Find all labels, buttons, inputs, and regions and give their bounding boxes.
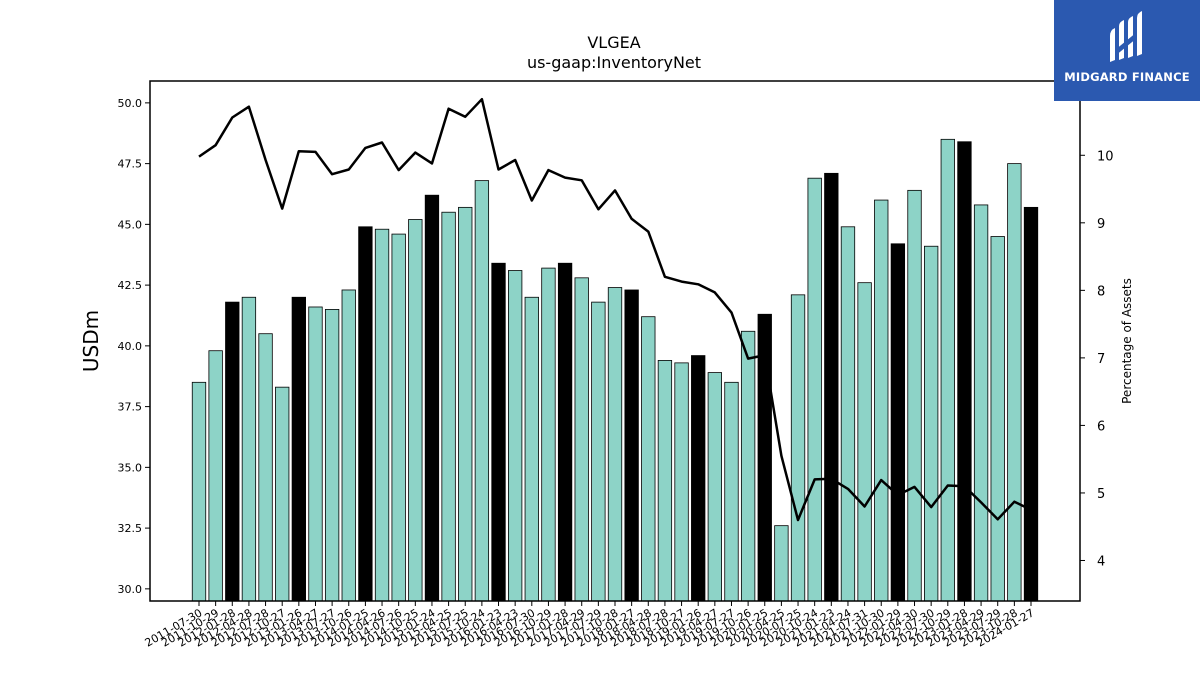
bar-2018-07-28 (657, 360, 673, 602)
bar-2019-07-27 (724, 381, 739, 602)
bar-2017-07-29 (591, 301, 606, 602)
bar-2012-10-27 (275, 386, 290, 602)
left-axis: 30.0 32.5 35.0 37.5 40.0 42.5 45.0 47.5 50.0 (118, 97, 150, 596)
y2-tick-label: 6 (1097, 419, 1105, 434)
y-tick-label: 37.5 (118, 401, 143, 414)
bar-2016-01-23 (491, 262, 506, 602)
bar-2013-01-26 (291, 296, 306, 602)
y-tick-label: 30.0 (118, 583, 143, 596)
y-tick-label: 42.5 (118, 279, 143, 292)
bar-2019-10-26 (740, 330, 756, 602)
y2-tick-label: 9 (1097, 217, 1105, 232)
x-axis: 2011-07-302011-10-292012-01-282012-04-28… (143, 601, 1037, 650)
bar-2023-10-28 (1007, 163, 1022, 602)
bar-2012-04-28 (241, 296, 257, 602)
bar-2014-04-26 (374, 228, 390, 602)
y2-axis-label: Percentage of Assets (1120, 278, 1134, 404)
bar-2022-07-30 (924, 245, 939, 602)
percentage-of-assets-line (198, 97, 1032, 522)
bar-2014-10-25 (408, 219, 423, 602)
chart-subtitle: us-gaap:InventoryNet (527, 53, 701, 72)
bar-2023-07-29 (990, 236, 1005, 602)
bar-2022-04-30 (907, 189, 922, 602)
bar-2023-01-28 (957, 141, 972, 602)
bar-2020-04-25 (774, 525, 789, 602)
midgard-logo-icon (1110, 11, 1142, 62)
bar-2011-07-30 (191, 381, 207, 602)
bar-2021-01-23 (824, 172, 839, 602)
bar-2014-07-26 (391, 233, 406, 602)
bar-2018-01-27 (624, 289, 639, 602)
y-tick-label: 35.0 (118, 461, 143, 474)
y-tick-label: 32.5 (118, 522, 143, 535)
y2-tick-label: 8 (1097, 284, 1105, 299)
bar-2024-01-27 (1023, 206, 1039, 602)
y-tick-label: 45.0 (118, 218, 143, 231)
logo-brand-text: MIDGARD FINANCE (1064, 70, 1190, 84)
bar-2017-01-28 (557, 262, 573, 602)
bar-2020-10-24 (807, 177, 822, 602)
bar-2021-04-24 (840, 226, 856, 602)
y2-tick-label: 10 (1097, 149, 1114, 164)
bar-2015-01-24 (424, 194, 440, 602)
y-tick-label: 47.5 (118, 158, 143, 171)
bar-2013-07-27 (324, 309, 340, 602)
bars-group (191, 138, 1039, 602)
bar-2018-10-27 (674, 362, 689, 602)
bar-2016-04-23 (508, 270, 523, 602)
y-tick-label: 40.0 (118, 340, 143, 353)
y2-tick-label: 4 (1097, 554, 1105, 569)
right-axis: 4 5 6 7 8 9 10 (1080, 149, 1114, 569)
bar-2012-01-28 (225, 301, 240, 602)
bar-2012-07-28 (258, 333, 273, 602)
bar-2021-10-30 (874, 199, 889, 602)
y2-tick-label: 5 (1097, 487, 1105, 502)
bar-2022-10-29 (940, 138, 955, 602)
y2-tick-label: 7 (1097, 352, 1105, 367)
bar-2016-10-29 (541, 267, 556, 602)
bar-2022-01-29 (890, 243, 906, 602)
bar-2016-07-30 (524, 296, 539, 602)
bar-2014-01-25 (358, 226, 373, 602)
bar-2015-10-24 (474, 180, 490, 602)
bar-2020-07-25 (790, 294, 806, 602)
y-axis-label: USDm (79, 310, 103, 372)
bar-2013-10-26 (341, 289, 356, 602)
y-tick-label: 50.0 (118, 97, 143, 110)
bar-2017-04-29 (574, 277, 589, 602)
bar-2015-07-25 (458, 206, 473, 602)
bar-2017-10-28 (607, 287, 623, 602)
chart-title: VLGEA (587, 33, 640, 52)
midgard-finance-logo: MIDGARD FINANCE (1054, 0, 1200, 101)
bar-2021-07-31 (857, 282, 872, 602)
bar-2019-01-26 (691, 355, 706, 602)
bar-2019-04-27 (707, 372, 722, 602)
bar-2018-04-28 (641, 316, 656, 602)
bar-2013-04-27 (308, 306, 323, 602)
bar-2011-10-29 (208, 350, 223, 602)
bar-2023-04-29 (973, 204, 989, 602)
bar-2015-04-25 (441, 211, 456, 602)
